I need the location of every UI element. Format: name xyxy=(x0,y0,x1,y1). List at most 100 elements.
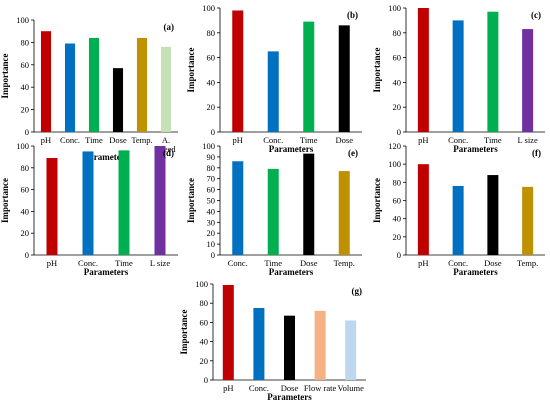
x-tick-label: pH xyxy=(418,135,428,145)
y-tick-label: 100 xyxy=(202,3,215,13)
bar-dose xyxy=(487,175,499,255)
x-tick-label: Dose xyxy=(109,135,127,145)
y-tick-label: 60 xyxy=(207,185,216,195)
x-tick-label: Conc. xyxy=(448,258,468,268)
y-tick-label: 20 xyxy=(393,232,402,242)
bar-time xyxy=(267,168,279,255)
y-tick-label: 100 xyxy=(388,159,401,169)
chart-panel-7: 0 20 40 60 80 100 pH Conc. Dose Flow rate Volume (g… xyxy=(179,279,366,402)
bar-conc xyxy=(82,151,94,255)
x-tick-label: Volume xyxy=(338,383,365,393)
y-tick-label: 80 xyxy=(21,37,30,47)
x-tick-label: Flow rate xyxy=(304,383,337,393)
bar-a-speed xyxy=(160,46,172,132)
bar-flow-rate xyxy=(314,310,326,380)
panel-label: (d) xyxy=(163,148,174,158)
x-tick-label: Conc. xyxy=(249,383,269,393)
y-tick-label: 40 xyxy=(21,206,30,216)
bar-ph xyxy=(46,157,58,255)
y-tick-label: 90 xyxy=(207,152,216,162)
chart-panel-3: 0 20 40 60 80 100 pH Conc. Time L size (c) Paramete… xyxy=(372,3,545,154)
y-tick-label: 40 xyxy=(207,206,216,216)
bar-conc xyxy=(253,308,265,380)
y-tick-label: 0 xyxy=(25,127,29,137)
y-tick-label: 50 xyxy=(207,196,216,206)
y-tick-label: 20 xyxy=(393,102,402,112)
x-axis-title: Parameters xyxy=(269,144,314,154)
y-tick-label: 60 xyxy=(21,60,30,70)
bar-time xyxy=(118,150,130,255)
y-tick-label: 100 xyxy=(195,279,208,289)
x-tick-label: Time xyxy=(300,135,318,145)
y-tick-label: 120 xyxy=(388,141,401,151)
x-tick-label: pH xyxy=(47,258,57,268)
x-tick-label: Time xyxy=(85,135,103,145)
y-tick-label: 70 xyxy=(207,174,216,184)
y-tick-label: 20 xyxy=(21,105,30,115)
x-tick-label: Conc. xyxy=(263,135,283,145)
chart-panel-4: 0 20 40 60 80 100 pH Conc. Time L size (d) Paramete… xyxy=(0,141,178,277)
x-tick-label: pH xyxy=(233,135,243,145)
y-axis-title: Importance xyxy=(372,48,382,93)
y-tick-label: 40 xyxy=(21,82,30,92)
bar-dose xyxy=(284,315,295,380)
bar-dose xyxy=(112,68,124,132)
y-tick-label: 40 xyxy=(393,77,402,87)
y-tick-label: 40 xyxy=(200,337,209,347)
y-tick-label: 20 xyxy=(21,228,30,238)
y-tick-label: 80 xyxy=(21,163,30,173)
bar-conc xyxy=(267,51,279,132)
y-tick-label: 100 xyxy=(16,15,29,25)
y-tick-label: 80 xyxy=(393,177,402,187)
bar-l-size xyxy=(154,146,166,255)
x-tick-label: Temp. xyxy=(334,258,355,268)
x-tick-label: pH xyxy=(223,383,233,393)
y-tick-label: 80 xyxy=(393,28,402,38)
bar-conc xyxy=(452,20,464,132)
bar-ph xyxy=(417,8,429,132)
bar-temp xyxy=(522,186,534,255)
bar-dose xyxy=(303,153,315,255)
y-tick-label: 40 xyxy=(207,77,216,87)
x-tick-label: Dose xyxy=(484,258,502,268)
panel-label: (g) xyxy=(352,286,363,296)
x-tick-label: pH xyxy=(41,135,51,145)
bar-time xyxy=(487,11,499,132)
y-tick-label: 10 xyxy=(207,239,216,249)
bar-time xyxy=(303,21,315,132)
x-axis-title: Parameters xyxy=(267,392,312,402)
bar-l-size xyxy=(522,29,534,132)
x-tick-label: Dose xyxy=(281,383,299,393)
panel-label: (c) xyxy=(531,10,541,20)
x-tick-label: Temp. xyxy=(517,258,538,268)
x-axis-title: Parameters xyxy=(453,144,498,154)
y-tick-label: 0 xyxy=(211,250,215,260)
x-tick-label: pH xyxy=(418,258,428,268)
x-axis-title: Parameters xyxy=(453,267,498,277)
y-tick-label: 60 xyxy=(393,196,402,206)
y-tick-label: 20 xyxy=(200,356,209,366)
y-tick-label: 100 xyxy=(388,3,401,13)
bar-ph xyxy=(232,10,244,133)
y-tick-label: 80 xyxy=(207,28,216,38)
bar-dose xyxy=(338,25,350,132)
x-tick-label: Time xyxy=(484,135,502,145)
x-axis-title: Parameters xyxy=(84,267,129,277)
y-tick-label: 0 xyxy=(204,375,208,385)
y-tick-label: 0 xyxy=(211,127,215,137)
bar-temp xyxy=(136,37,148,132)
panel-label: (b) xyxy=(347,10,358,20)
bar-time xyxy=(88,37,100,132)
x-tick-label: L size xyxy=(518,135,538,145)
y-tick-label: 60 xyxy=(393,53,402,63)
panel-label: (a) xyxy=(164,22,175,32)
x-tick-label: L size xyxy=(150,258,170,268)
y-tick-label: 0 xyxy=(397,250,401,260)
x-tick-label: Dose xyxy=(336,135,354,145)
y-axis-title: Importance xyxy=(372,178,382,223)
y-tick-label: 60 xyxy=(207,53,216,63)
bar-conc xyxy=(452,185,464,255)
bar-volume xyxy=(345,320,357,380)
